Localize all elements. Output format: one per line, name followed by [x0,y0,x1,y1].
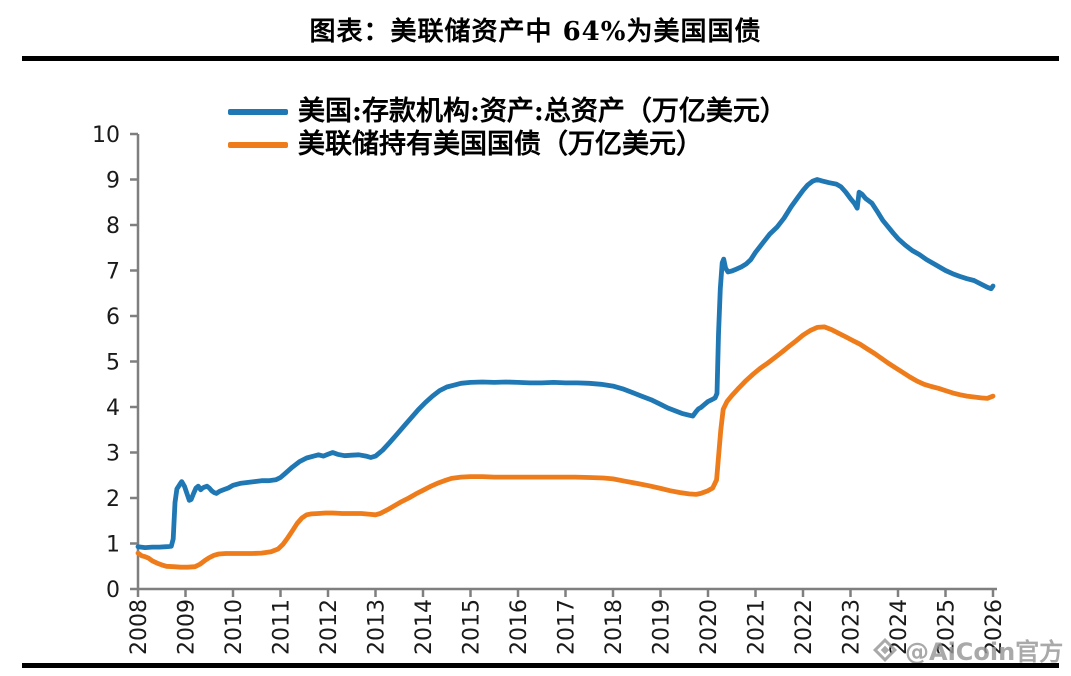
x-tick-label: 2022 [792,599,817,655]
legend-line-swatch-blue [228,108,288,115]
x-tick-label: 2020 [697,599,722,655]
x-tick-label: 2008 [127,599,152,655]
y-tick-label: 6 [106,305,120,330]
x-tick-label: 2025 [935,599,960,655]
x-tick-label: 2026 [982,599,1007,655]
x-tick-label: 2021 [745,599,770,655]
watermark: @AiCoin官方 [870,632,1063,667]
legend-label-treasury-holdings: 美联储持有美国国债（万亿美元） [298,129,703,160]
series-line-1 [135,324,996,570]
x-tick-label: 2013 [365,599,390,655]
legend-line-swatch-orange [228,141,288,148]
watermark-text: @AiCoin官方 [905,638,1064,666]
y-tick-label: 1 [106,533,120,558]
y-tick-label: 3 [106,442,120,467]
y-tick-label: 4 [106,396,120,421]
aicoin-diamond-logo-icon [870,635,900,665]
y-tick-label: 7 [106,260,120,285]
x-tick-label: 2012 [317,599,342,655]
x-tick-label: 2016 [507,599,532,655]
chart-legend: 美国:存款机构:资产:总资产（万亿美元） 美联储持有美国国债（万亿美元） [228,95,787,161]
x-tick-label: 2017 [555,599,580,655]
y-tick-label: 8 [106,214,120,239]
x-tick-label: 2015 [460,599,485,655]
legend-label-total-assets: 美国:存款机构:资产:总资产（万亿美元） [298,96,787,127]
chart-title: 图表：美联储资产中 64%为美国国债 [309,17,762,47]
y-tick-label: 9 [106,169,120,194]
x-tick-label: 2010 [222,599,247,655]
x-tick-label: 2019 [650,599,675,655]
title-divider [22,56,1059,61]
x-tick-label: 2018 [602,599,627,655]
x-tick-label: 2014 [412,599,437,655]
x-tick-label: 2009 [175,599,200,655]
y-tick-label: 5 [106,351,120,376]
x-tick-label: 2023 [840,599,865,655]
bottom-divider [22,663,1059,668]
y-tick-label: 0 [106,578,120,603]
y-tick-label: 10 [92,123,120,148]
y-tick-label: 2 [106,487,120,512]
legend-item-treasury-holdings: 美联储持有美国国债（万亿美元） [228,128,787,161]
legend-item-total-assets: 美国:存款机构:资产:总资产（万亿美元） [228,95,787,128]
series-line-0 [135,177,996,550]
x-tick-label: 2011 [270,599,295,655]
